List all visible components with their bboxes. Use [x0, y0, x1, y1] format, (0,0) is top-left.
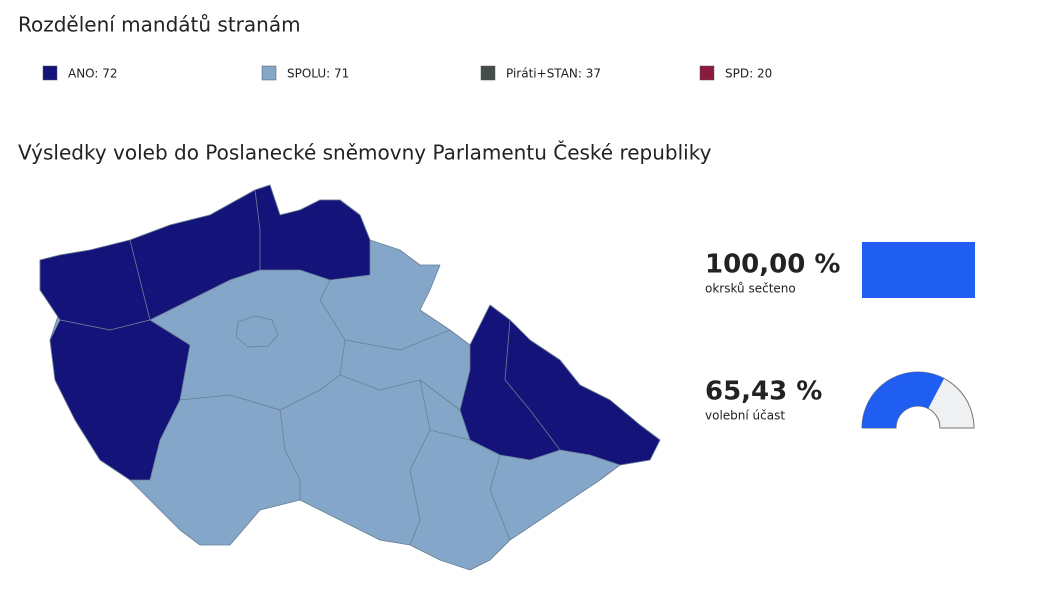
region-border: [129, 189, 561, 546]
progress-bar: [862, 242, 975, 298]
gauge-fill: [862, 372, 945, 428]
prague: [235, 315, 279, 348]
legend-swatch: [261, 65, 277, 81]
legend-swatch: [699, 65, 715, 81]
legend-label: Piráti+STAN: 37: [506, 67, 601, 81]
region: [459, 304, 661, 466]
legend-swatch: [42, 65, 58, 81]
stat-caption: okrsků sečteno: [705, 282, 796, 296]
section-title: Rozdělení mandátů stranám: [18, 13, 301, 37]
legend-label: SPOLU: 71: [287, 67, 349, 81]
map: [39, 184, 661, 571]
stat-value: 65,43 %: [705, 377, 822, 407]
legend-swatch: [480, 65, 496, 81]
map-title: Výsledky voleb do Poslanecké sněmovny Pa…: [18, 141, 712, 165]
stat-caption: volební účast: [705, 409, 785, 423]
legend-label: SPD: 20: [725, 67, 772, 81]
stat-value: 100,00 %: [705, 250, 840, 280]
legend-label: ANO: 72: [68, 67, 118, 81]
